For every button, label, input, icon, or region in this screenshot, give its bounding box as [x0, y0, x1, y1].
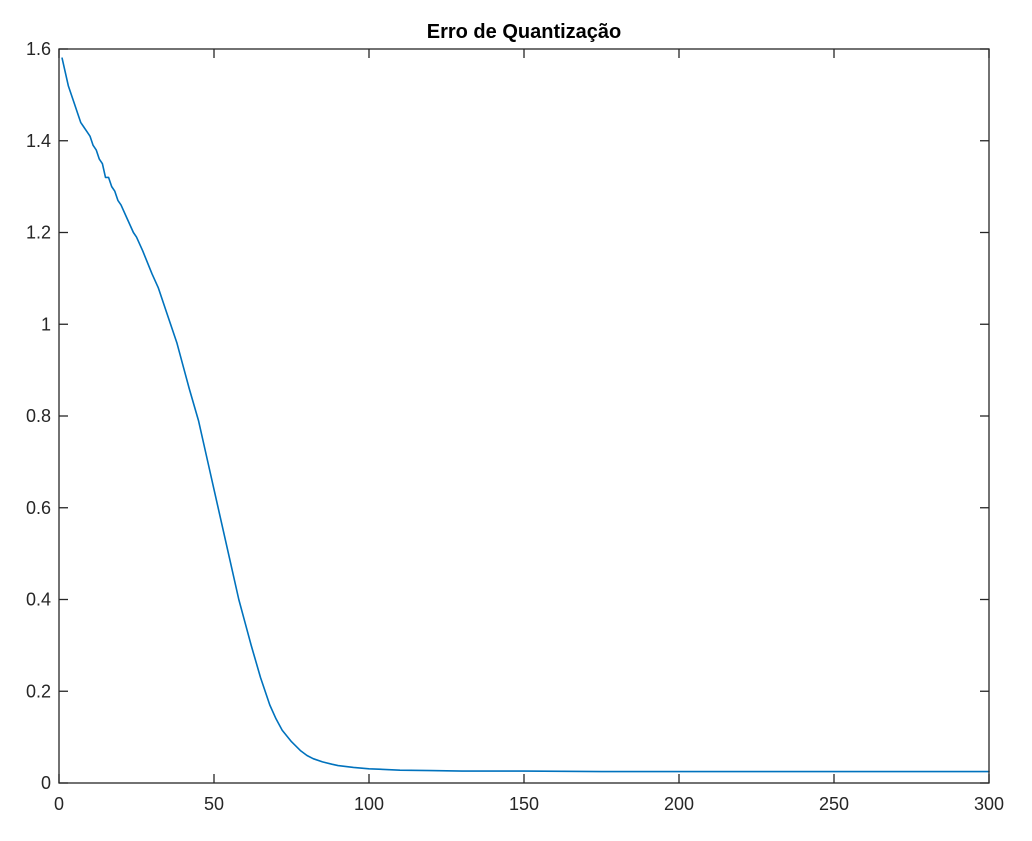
y-tick-label: 1.6	[26, 39, 51, 59]
y-tick-label: 0.2	[26, 681, 51, 701]
x-tick-label: 250	[819, 794, 849, 814]
x-tick-label: 150	[509, 794, 539, 814]
y-tick-label: 0.6	[26, 498, 51, 518]
plot-area-box	[58, 48, 990, 784]
x-tick-label: 300	[974, 794, 1004, 814]
y-tick-label: 0	[41, 773, 51, 793]
x-tick-label: 200	[664, 794, 694, 814]
ticks-layer: 0 50 100 150 200 250 300 0 0.2 0.4 0.6 0.8 1 1.2 1.4 1.…	[26, 39, 1004, 814]
x-tick-label: 0	[54, 794, 64, 814]
y-tick-label: 1.2	[26, 223, 51, 243]
y-tick-label: 1.4	[26, 131, 51, 151]
x-tick-label: 50	[204, 794, 224, 814]
series-line	[61, 57, 990, 773]
y-tick-label: 1	[41, 314, 51, 334]
y-tick-label: 0.8	[26, 406, 51, 426]
y-tick-label: 0.4	[26, 590, 51, 610]
x-tick-label: 100	[354, 794, 384, 814]
chart-title: Erro de Quantização	[427, 21, 622, 43]
series-layer	[61, 57, 990, 773]
